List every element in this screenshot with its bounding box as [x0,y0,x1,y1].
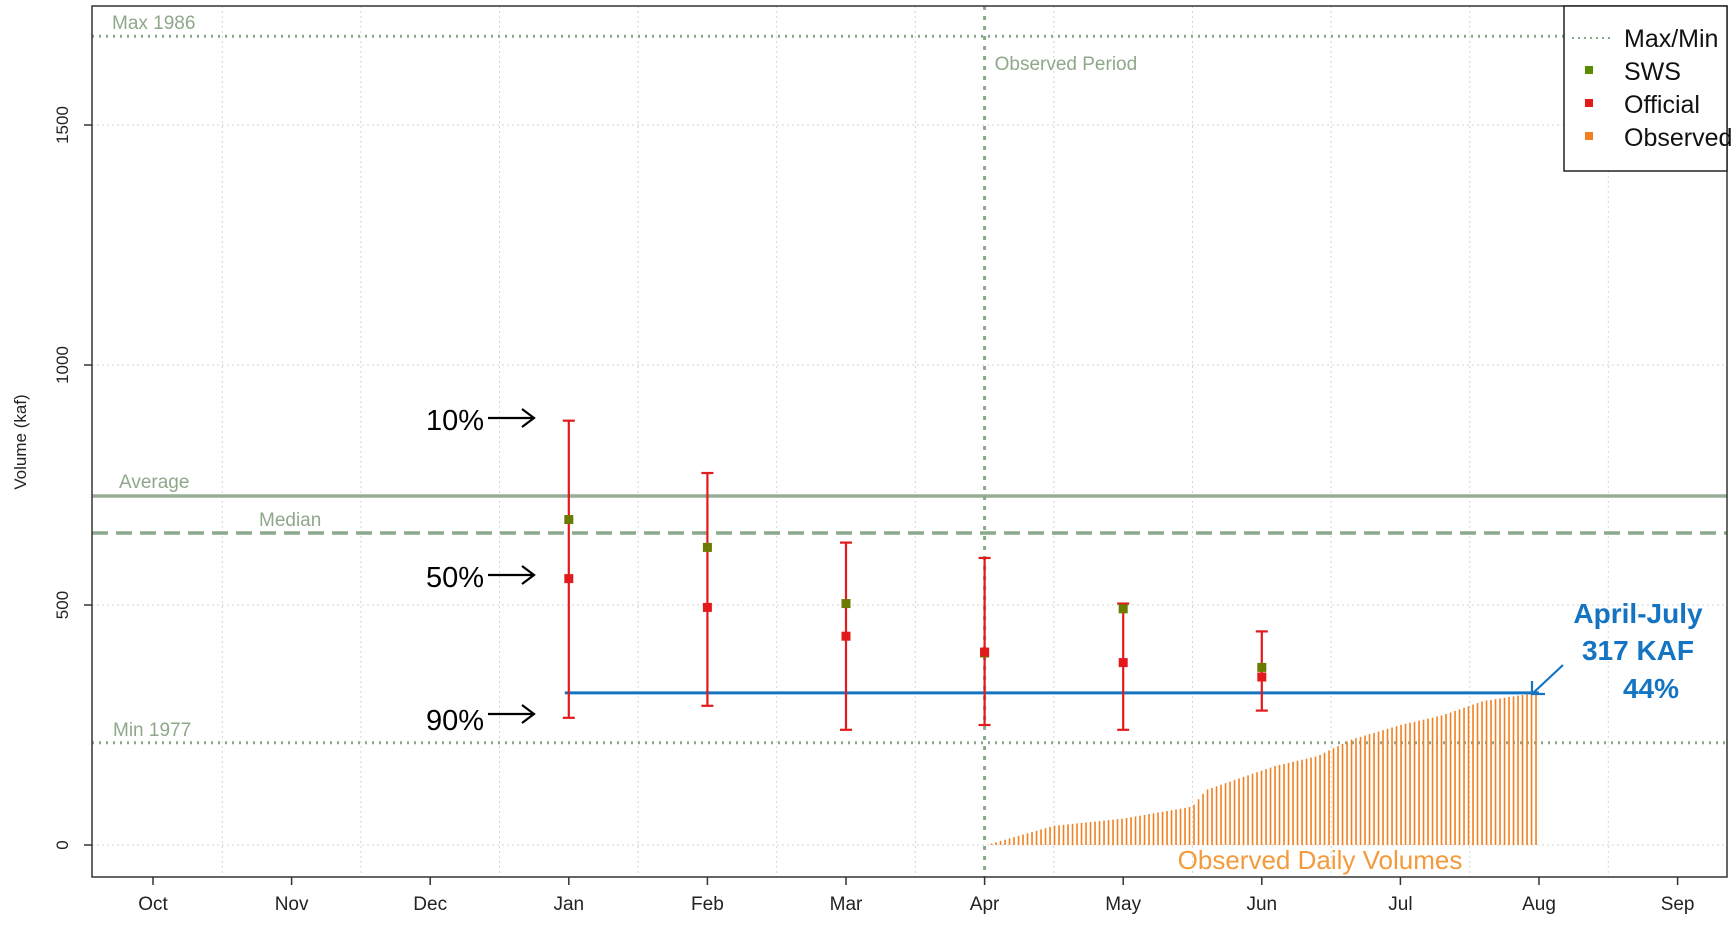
legend-observed-swatch [1585,132,1593,140]
x-tick-label: Jul [1388,894,1412,915]
plot-frame [91,5,1728,878]
summary-annotation: April-July 317 KAF 44% [1530,598,1703,704]
max-label: Max 1986 [112,13,195,34]
legend-sws-swatch [1585,66,1593,74]
legend-observed-label: Observed [1624,124,1731,152]
legend-official-label: Official [1624,91,1700,119]
reference-lines: Max 1986 Min 1977 Average Median Observed Pe… [92,6,1727,877]
official-median-point [1257,672,1267,682]
x-tick-label: Mar [830,894,863,915]
sws-point [1118,604,1128,614]
annotation-p50: 50% [426,562,484,594]
sws-point [564,515,574,525]
summary-line-2: 317 KAF [1582,635,1694,666]
x-tick-label: Feb [691,894,724,915]
x-tick-label: May [1105,894,1141,915]
x-tick-label: Sep [1661,894,1695,915]
x-tick-label: Oct [138,894,168,915]
annotation-p10: 10% [426,405,484,437]
y-tick-label: 1000 [53,346,72,384]
legend-box [1563,5,1728,172]
legend: Max/Min SWS Official Observed [1563,5,1731,172]
forecast-series [562,419,1539,731]
observed-daily-bars [990,692,1537,845]
observed-period-label: Observed Period [995,54,1138,75]
percentile-annotations: 10% 50% 90% [426,405,536,737]
y-tick-label: 0 [53,840,72,849]
axes: Oct Nov Dec Jan Feb Mar Apr May Jun Jul Aug Sep 0 500… [53,5,1728,915]
sws-point [702,542,712,552]
x-tick-label: Jan [553,894,584,915]
annotation-p90: 90% [426,705,484,737]
sws-point [1257,662,1267,672]
sws-point [841,599,851,609]
legend-maxmin-label: Max/Min [1624,25,1718,53]
x-tick-label: Aug [1522,894,1556,915]
min-label: Min 1977 [113,720,191,741]
y-tick-label: 500 [53,591,72,619]
official-median-point [702,602,712,612]
average-label: Average [119,472,189,493]
official-median-point [1118,658,1128,668]
x-tick-label: Nov [275,894,309,915]
summary-arrow-icon [1530,664,1564,696]
y-axis-label: Volume (kaf) [11,394,30,489]
official-median-point [564,574,574,584]
summary-line-3: 44% [1623,673,1679,704]
y-tick-label: 1500 [53,106,72,144]
official-median-point [980,647,990,657]
x-tick-label: Jun [1246,894,1277,915]
arrow-p50-icon [488,565,536,585]
x-tick-label: Apr [970,894,1000,915]
x-tick-label: Dec [413,894,447,915]
observed-daily-label: Observed Daily Volumes [1178,845,1463,875]
official-median-point [841,631,851,641]
arrow-p10-icon [488,408,536,428]
legend-official-swatch [1585,99,1593,107]
arrow-p90-icon [488,704,536,724]
legend-sws-label: SWS [1624,58,1681,86]
median-label: Median [259,510,321,531]
summary-line-1: April-July [1573,598,1703,629]
